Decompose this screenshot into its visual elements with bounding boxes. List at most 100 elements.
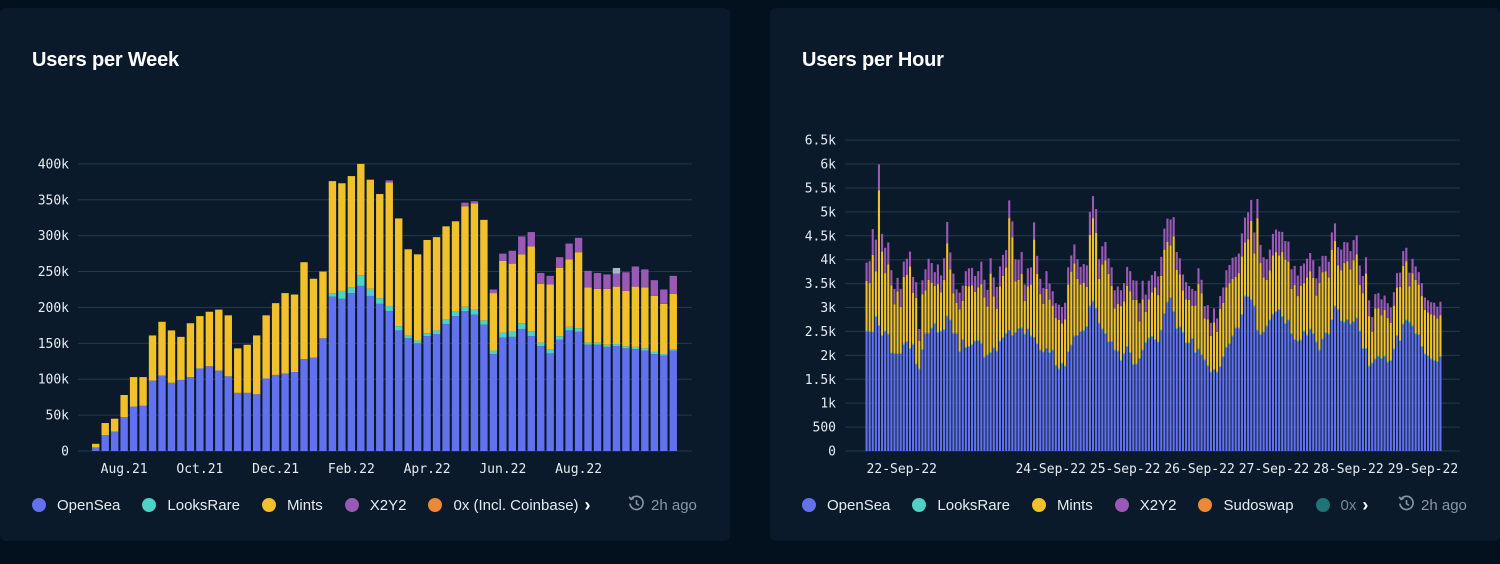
bar-mints[interactable] xyxy=(1023,300,1026,334)
bar-mints[interactable] xyxy=(1141,299,1144,350)
bar-opensea[interactable] xyxy=(1039,350,1042,451)
bar-mints[interactable] xyxy=(977,287,980,341)
bar-mints[interactable] xyxy=(413,254,422,341)
bar-opensea[interactable] xyxy=(167,382,176,451)
bar-x2y2[interactable] xyxy=(1315,278,1318,296)
bar-opensea[interactable] xyxy=(1033,338,1036,451)
bar-x2y2[interactable] xyxy=(1014,259,1017,282)
bar-looksrare[interactable] xyxy=(1405,319,1408,321)
bar-opensea[interactable] xyxy=(1054,365,1057,451)
bar-mints[interactable] xyxy=(1048,299,1051,352)
bar-mints[interactable] xyxy=(1306,277,1309,335)
bar-mints[interactable] xyxy=(139,377,147,406)
bar-opensea[interactable] xyxy=(1426,356,1430,451)
bar-mints[interactable] xyxy=(1312,277,1315,334)
bar-opensea[interactable] xyxy=(1067,352,1070,451)
bar-x2y2[interactable] xyxy=(1299,265,1302,286)
bar-mints[interactable] xyxy=(215,309,223,371)
bar-mints[interactable] xyxy=(252,335,261,395)
bar-mints[interactable] xyxy=(1395,287,1399,336)
bar-mints[interactable] xyxy=(995,308,998,351)
bar-x2y2[interactable] xyxy=(1023,284,1026,301)
bar-opensea[interactable] xyxy=(650,354,659,451)
bar-looksrare[interactable] xyxy=(921,349,924,351)
bar-x2y2[interactable] xyxy=(574,237,583,253)
bar-mints[interactable] xyxy=(1157,295,1160,342)
bar-looksrare[interactable] xyxy=(1033,337,1036,339)
bar-opensea[interactable] xyxy=(1166,302,1169,451)
bar-x2y2[interactable] xyxy=(1237,253,1240,274)
bar-opensea[interactable] xyxy=(905,341,908,451)
bar-opensea[interactable] xyxy=(1175,329,1178,451)
bar-x2y2[interactable] xyxy=(930,263,933,283)
bar-looksrare[interactable] xyxy=(980,342,983,344)
bar-looksrare[interactable] xyxy=(1011,335,1014,337)
bar-opensea[interactable] xyxy=(215,370,223,451)
bar-x2y2[interactable] xyxy=(1073,244,1076,264)
bar-looksrare[interactable] xyxy=(1045,348,1048,350)
bar-mints[interactable] xyxy=(1234,276,1237,328)
bar-looksrare[interactable] xyxy=(1243,295,1247,297)
bar-mints[interactable] xyxy=(1315,295,1318,342)
bar-looksrare[interactable] xyxy=(1256,329,1259,331)
bar-opensea[interactable] xyxy=(1082,330,1085,451)
bar-opensea[interactable] xyxy=(1290,334,1293,451)
bar-mints[interactable] xyxy=(1333,241,1337,306)
bar-mints[interactable] xyxy=(1163,249,1166,314)
bar-opensea[interactable] xyxy=(1405,320,1408,451)
bar-mints[interactable] xyxy=(442,226,450,320)
bar-x2y2[interactable] xyxy=(612,273,621,287)
bar-looksrare[interactable] xyxy=(612,344,621,347)
bar-looksrare[interactable] xyxy=(1337,308,1340,310)
bar-mints[interactable] xyxy=(967,286,970,347)
bar-mints[interactable] xyxy=(205,311,214,367)
bar-x2y2[interactable] xyxy=(1132,280,1135,300)
bar-opensea[interactable] xyxy=(1129,352,1132,451)
bar-opensea[interactable] xyxy=(1352,322,1355,451)
bar-opensea[interactable] xyxy=(499,337,507,451)
bar-mints[interactable] xyxy=(1243,242,1247,296)
bar-looksrare[interactable] xyxy=(489,350,498,355)
bar-looksrare[interactable] xyxy=(905,341,908,342)
bar-opensea[interactable] xyxy=(1042,352,1045,451)
bar-looksrare[interactable] xyxy=(1262,331,1265,333)
bar-opensea[interactable] xyxy=(1355,318,1358,451)
bar-opensea[interactable] xyxy=(952,333,955,451)
bar-looksrare[interactable] xyxy=(974,340,977,342)
bar-x2y2[interactable] xyxy=(1126,266,1129,286)
bar-looksrare[interactable] xyxy=(1095,307,1098,309)
bar-x2y2[interactable] xyxy=(1333,223,1337,242)
bar-x2y2[interactable] xyxy=(1337,247,1340,266)
bar-x2y2[interactable] xyxy=(1222,287,1225,303)
bar-opensea[interactable] xyxy=(1169,297,1172,451)
bar-looksrare[interactable] xyxy=(1389,360,1392,362)
bar-looksrare[interactable] xyxy=(338,290,346,299)
bar-x2y2[interactable] xyxy=(936,264,939,285)
bar-x2y2[interactable] xyxy=(565,243,573,260)
bar-x2y2[interactable] xyxy=(1175,252,1178,270)
bar-opensea[interactable] xyxy=(890,353,893,451)
bar-x2y2[interactable] xyxy=(912,276,915,293)
bar-mints[interactable] xyxy=(1054,318,1057,365)
bar-opensea[interactable] xyxy=(395,330,403,451)
bar-mints[interactable] xyxy=(196,316,204,369)
bar-looksrare[interactable] xyxy=(555,336,564,340)
bar-mints[interactable] xyxy=(527,246,535,332)
bar-mints[interactable] xyxy=(871,254,874,332)
bar-opensea[interactable] xyxy=(177,379,185,451)
bar-mints[interactable] xyxy=(1411,273,1414,326)
bar-x2y2[interactable] xyxy=(1436,306,1439,319)
bar-looksrare[interactable] xyxy=(1194,352,1197,353)
bar-mints[interactable] xyxy=(1206,319,1209,366)
bar-mints[interactable] xyxy=(1073,263,1076,336)
bar-x2y2[interactable] xyxy=(1302,263,1306,284)
bar-looksrare[interactable] xyxy=(1371,362,1374,364)
bar-x2y2[interactable] xyxy=(1240,233,1243,257)
bar-mints[interactable] xyxy=(1175,269,1178,329)
bar-x2y2[interactable] xyxy=(1070,255,1073,272)
bar-looksrare[interactable] xyxy=(1126,346,1129,348)
bar-x2y2[interactable] xyxy=(1420,283,1423,297)
bar-looksrare[interactable] xyxy=(461,306,469,312)
bar-looksrare[interactable] xyxy=(1042,351,1045,353)
bar-mints[interactable] xyxy=(347,176,356,288)
